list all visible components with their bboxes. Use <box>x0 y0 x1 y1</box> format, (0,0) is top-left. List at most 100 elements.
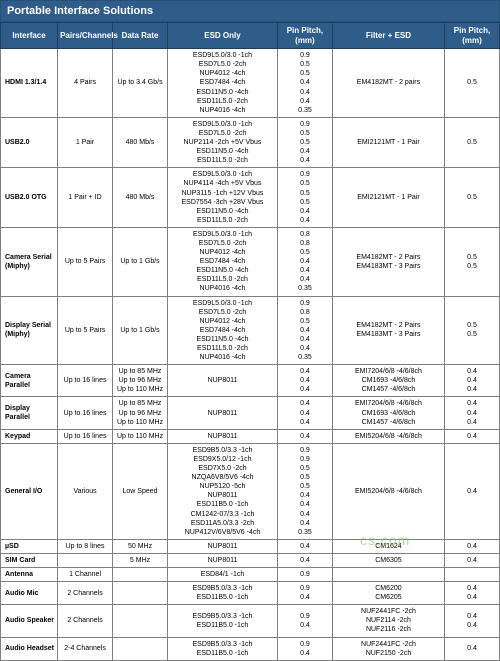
table-row: Display Serial (Miphy)Up to 5 PairsUp to… <box>1 296 500 365</box>
table-row: Audio Headset2-4 Channels ESD9B5.0/3.3 -1… <box>1 637 500 660</box>
table-cell: 0.9 0.5 0.5 0.4 0.4 0.4 0.35 <box>277 49 332 118</box>
table-cell <box>113 567 168 581</box>
title-bar: Portable Interface Solutions <box>0 0 500 22</box>
table-cell: CM6200 CM6205 <box>332 582 444 605</box>
table-cell: EMI2121MT - 1 Pair <box>332 117 444 167</box>
table-cell: 0.9 <box>277 567 332 581</box>
table-cell: ESD9L5.0/3.0 -1ch ESD7L5.0 -2ch NUP4012 … <box>168 296 278 365</box>
table-cell: Up to 1 Gb/s <box>113 296 168 365</box>
table-cell: ESD84/1 -1ch <box>168 567 278 581</box>
table-row: KeypadUp to 16 linesUp to 110 MHzNUP8011… <box>1 429 500 443</box>
table-cell: Display Serial (Miphy) <box>1 296 58 365</box>
table-cell: Antenna <box>1 567 58 581</box>
table-row: Camera ParallelUp to 16 linesUp to 85 MH… <box>1 365 500 397</box>
table-cell: 0.4 0.4 0.4 <box>444 365 499 397</box>
table-cell: 0.4 <box>444 443 499 539</box>
table-row: USB2.01 Pair480 Mb/sESD9L5.0/3.0 -1ch ES… <box>1 117 500 167</box>
table-row: Audio Mic2 ChannelsESD9B5.0/3.3 -1ch ESD… <box>1 582 500 605</box>
table-cell: 0.4 0.4 0.4 <box>277 365 332 397</box>
table-cell: 0.4 <box>444 637 499 660</box>
table-cell: Up to 16 lines <box>58 365 113 397</box>
table-cell: ESD9B5.0/3.3 -1ch ESD11B5.0 -1ch <box>168 637 278 660</box>
table-cell: 4 Pairs <box>58 49 113 118</box>
table-row: Audio Speaker2 Channels ESD9B5.0/3.3 -1ch… <box>1 605 500 637</box>
table-cell: Display Parallel <box>1 397 58 429</box>
table-cell: EMI2121MT - 1 Pair <box>332 168 444 228</box>
table-cell: 50 MHz <box>113 539 168 553</box>
table-cell: 0.4 <box>277 429 332 443</box>
table-cell: NUP8011 <box>168 365 278 397</box>
col-esd: ESD Only <box>168 23 278 49</box>
table-cell: USB2.0 <box>1 117 58 167</box>
table-cell: EM4182MT - 2 pairs <box>332 49 444 118</box>
table-cell: 0.5 <box>444 117 499 167</box>
table-cell: Audio Headset <box>1 637 58 660</box>
table-cell: USB2.0 OTG <box>1 168 58 228</box>
col-rate: Data Rate <box>113 23 168 49</box>
table-cell: Up to 1 Gb/s <box>113 227 168 296</box>
table-cell: 0.4 <box>444 553 499 567</box>
table-cell: CM6305 <box>332 553 444 567</box>
table-cell: EMI5204/6/8 -4/6/8ch <box>332 429 444 443</box>
table-cell: 0.4 <box>277 539 332 553</box>
table-cell: 0.5 <box>444 49 499 118</box>
table-cell: Camera Parallel <box>1 365 58 397</box>
table-cell: EM4182MT - 2 Pairs EM4183MT - 3 Pairs <box>332 296 444 365</box>
table-cell: NUF2441FC -2ch NUF2114 -2ch NUF2116 -2ch <box>332 605 444 637</box>
table-cell: 0.9 0.8 0.5 0.4 0.4 0.4 0.35 <box>277 296 332 365</box>
table-cell: 2 Channels <box>58 605 113 637</box>
table-cell: 0.4 <box>444 539 499 553</box>
col-pin2: Pin Pitch, (mm) <box>444 23 499 49</box>
table-row: HDMI 1.3/1.44 PairsUp to 3.4 Gb/sESD9L5.… <box>1 49 500 118</box>
table-cell: General I/O <box>1 443 58 539</box>
table-cell <box>444 567 499 581</box>
table-cell <box>332 567 444 581</box>
table-cell: 0.4 0.4 0.4 <box>444 397 499 429</box>
table-cell <box>113 582 168 605</box>
table-cell: NUP8011 <box>168 553 278 567</box>
table-cell: Audio Speaker <box>1 605 58 637</box>
table-cell: 0.4 0.4 <box>444 582 499 605</box>
table-cell: 0.4 0.4 0.4 <box>277 397 332 429</box>
table-cell: 2-4 Channels <box>58 637 113 660</box>
table-cell: ESD9L5.0/3.0 -1ch ESD7L5.0 -2ch NUP2114 … <box>168 117 278 167</box>
table-cell: NUF2441FC -2ch NUF2150 -2ch <box>332 637 444 660</box>
table-cell: 0.9 0.4 <box>277 605 332 637</box>
table-cell: Up to 5 Pairs <box>58 227 113 296</box>
table-cell: Up to 5 Pairs <box>58 296 113 365</box>
table-row: µSDUp to 8 lines50 MHzNUP80110.4CM16240.… <box>1 539 500 553</box>
table-cell: 0.5 <box>444 168 499 228</box>
table-cell <box>58 553 113 567</box>
table-cell <box>113 637 168 660</box>
table-row: General I/OVariousLow SpeedESD9B5.0/3.3 … <box>1 443 500 539</box>
table-cell: NUP8011 <box>168 429 278 443</box>
table-cell <box>113 605 168 637</box>
table-cell: Up to 110 MHz <box>113 429 168 443</box>
table-cell: EM4182MT - 2 Pairs EM4183MT - 3 Pairs <box>332 227 444 296</box>
table-cell: NUP8011 <box>168 397 278 429</box>
table-cell: 0.9 0.5 0.5 0.5 0.4 0.4 <box>277 168 332 228</box>
table-container: Portable Interface Solutions Interface P… <box>0 0 500 661</box>
solutions-table: Interface Pairs/Channels Data Rate ESD O… <box>0 22 500 661</box>
table-cell: Audio Mic <box>1 582 58 605</box>
table-cell: Up to 3.4 Gb/s <box>113 49 168 118</box>
table-cell: HDMI 1.3/1.4 <box>1 49 58 118</box>
table-cell: ESD9B5.0/3.3 -1ch ESD11B5.0 -1ch <box>168 605 278 637</box>
table-cell: 0.4 <box>277 553 332 567</box>
table-cell: ESD9L5.0/3.0 -1ch ESD7L5.0 -2ch NUP4012 … <box>168 49 278 118</box>
table-cell: 1 Pair + ID <box>58 168 113 228</box>
table-cell: Up to 16 lines <box>58 397 113 429</box>
table-cell: EMI5204/6/8 -4/6/8ch <box>332 443 444 539</box>
col-interface: Interface <box>1 23 58 49</box>
table-cell: EMI7204/6/8 -4/6/8ch CM1693 -4/6/8ch CM1… <box>332 397 444 429</box>
table-cell: 0.9 0.4 <box>277 637 332 660</box>
table-cell: Camera Serial (Miphy) <box>1 227 58 296</box>
table-cell: Up to 85 MHz Up to 96 MHz Up to 110 MHz <box>113 365 168 397</box>
header-row: Interface Pairs/Channels Data Rate ESD O… <box>1 23 500 49</box>
table-row: Antenna1 ChannelESD84/1 -1ch0.9 <box>1 567 500 581</box>
table-row: Display ParallelUp to 16 linesUp to 85 M… <box>1 397 500 429</box>
table-cell: SIM Card <box>1 553 58 567</box>
table-cell: NUP8011 <box>168 539 278 553</box>
table-cell: 480 Mb/s <box>113 117 168 167</box>
table-cell: 0.5 0.5 <box>444 296 499 365</box>
